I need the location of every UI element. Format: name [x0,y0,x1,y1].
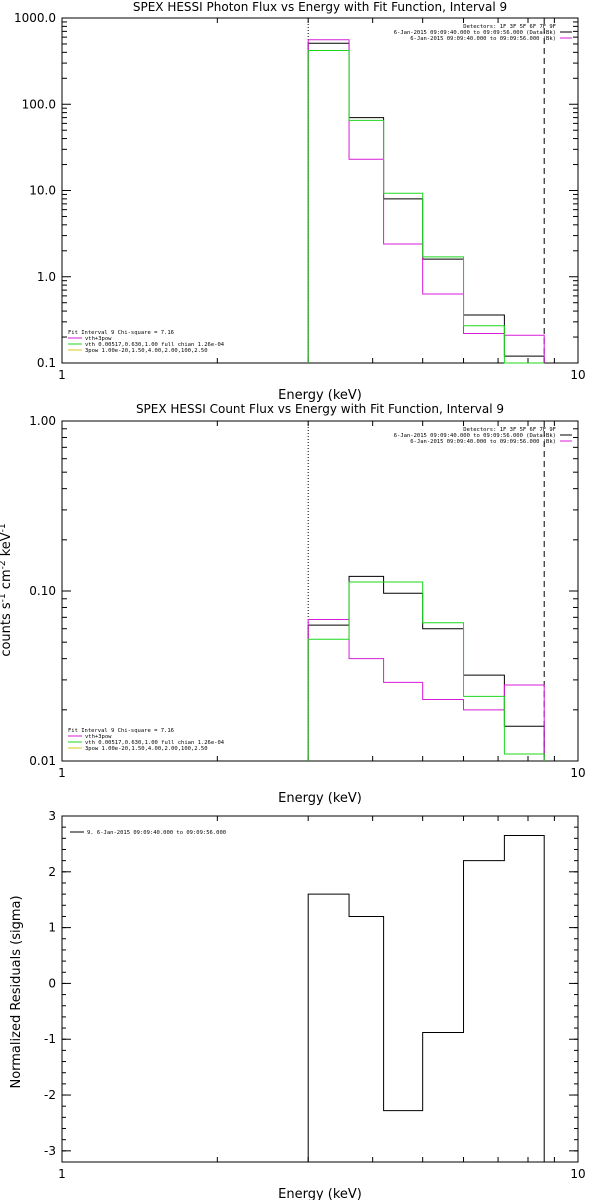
series-step-line-2 [307,49,545,364]
y-tick-label: 0 [48,976,56,990]
y-tick-label: 0.1 [37,356,56,370]
legend-bottom-text: vth+3pow [85,734,112,740]
legend-bottom-text: 3pow 1.00e-20,1.50,4.00,2.00,100,2.50 [85,746,208,752]
legend-bottom-text: vth 0.00517,0.630,1.00 full chian 1.26e-… [85,740,225,746]
y-tick-label: 0.01 [29,754,56,768]
legend-top-text: 6-Jan-2015 09:09:40.000 to 09:09:56.000 … [394,30,556,36]
series-step-line-0 [307,575,545,761]
photon-flux-panel: SPEX HESSI Photon Flux vs Energy with Fi… [14,0,586,403]
y-tick-label: -1 [44,1032,56,1046]
residuals-plot-frame [61,815,579,1163]
x-tick-label: 10 [570,1167,585,1181]
photon-flux-title: SPEX HESSI Photon Flux vs Energy with Fi… [133,0,507,14]
x-tick-label: 1 [58,368,66,382]
series-step-line-0 [307,835,545,1162]
legend-top-text: 6-Jan-2015 09:09:40.000 to 09:09:56.000 … [410,439,556,445]
legend-top-text: Detectors: 1F 3F 5F 6F 7F 9F [463,24,556,30]
y-tick-label: -2 [44,1088,56,1102]
residuals-x-axis-label: Energy (keV) [278,1187,362,1200]
y-tick-label: 3 [48,809,56,823]
legend-top-text: 6-Jan-2015 09:09:40.000 to 09:09:56.000 … [410,36,556,42]
legend-text: 9. 6-Jan-2015 09:09:40.000 to 09:09:56.0… [87,830,226,836]
count-flux-panel: SPEX HESSI Count Flux vs Energy with Fit… [0,402,586,806]
series-step-line-1 [307,618,545,761]
x-tick-label: 1 [58,766,66,780]
x-tick-label: 10 [570,368,585,382]
count-flux-plot-content: 0.01 0.10 1.00 1 10 Detectors: 1F 3F 5F 6F 7F… [29,414,585,780]
legend-bottom-text: vth 0.00517,0.630,1.00 full chian 1.26e-… [85,342,225,348]
residuals-panel: Energy (keV) Normalized Residuals (sigma… [9,809,586,1200]
photon-flux-x-axis-label: Energy (keV) [278,388,362,403]
y-tick-label: 1.00 [29,414,56,428]
y-tick-label: 1.0 [37,270,56,284]
series-step-line-1 [307,39,545,363]
legend-bottom-text: Fit Interval 9 Chi-square = 7.16 [68,330,174,336]
y-tick-label: 10.0 [29,184,56,198]
legend-bottom-text: vth+3pow [85,336,112,342]
photon-flux-plot-frame [61,17,579,364]
legend: 9. 6-Jan-2015 09:09:40.000 to 09:09:56.0… [70,830,226,836]
legend-bottom-text: 3pow 1.00e-20,1.50,4.00,2.00,100,2.50 [85,348,208,354]
y-tick-label: 1000.0 [14,11,56,25]
residuals-y-axis-label: Normalized Residuals (sigma) [9,895,24,1088]
y-tick-label: 2 [48,865,56,879]
legend-top-text: Detectors: 1F 3F 5F 6F 7F 9F [463,427,556,433]
count-flux-y-axis-label: counts s-1 cm-2 keV-1 [0,523,14,656]
legend-top-text: 6-Jan-2015 09:09:40.000 to 09:09:56.000 … [394,433,556,439]
x-tick-label: 1 [58,1167,66,1181]
legend-bottom-text: Fit Interval 9 Chi-square = 7.16 [68,728,174,734]
y-tick-label: 100.0 [22,97,56,111]
count-flux-title: SPEX HESSI Count Flux vs Energy with Fit… [136,402,504,416]
series-step-line-2 [307,581,545,761]
photon-flux-plot-content: 0.1 1.0 10.0 100.0 1000.0 1 10 Detectors: 1F 3F… [14,11,586,382]
series-step-line-0 [307,42,545,363]
y-tick-label: 0.10 [29,584,56,598]
count-flux-x-axis-label: Energy (keV) [278,791,362,806]
legend: Detectors: 1F 3F 5F 6F 7F 9F6-Jan-2015 0… [68,427,572,752]
legend: Detectors: 1F 3F 5F 6F 7F 9F6-Jan-2015 0… [68,24,572,354]
residuals-plot-content: -3 -2 -1 0 1 2 3 1 10 9. 6-Jan-2015 09:09:40.000 … [44,809,586,1181]
y-tick-label: 1 [48,921,56,935]
x-tick-label: 10 [570,766,585,780]
y-tick-label: -3 [44,1144,56,1158]
